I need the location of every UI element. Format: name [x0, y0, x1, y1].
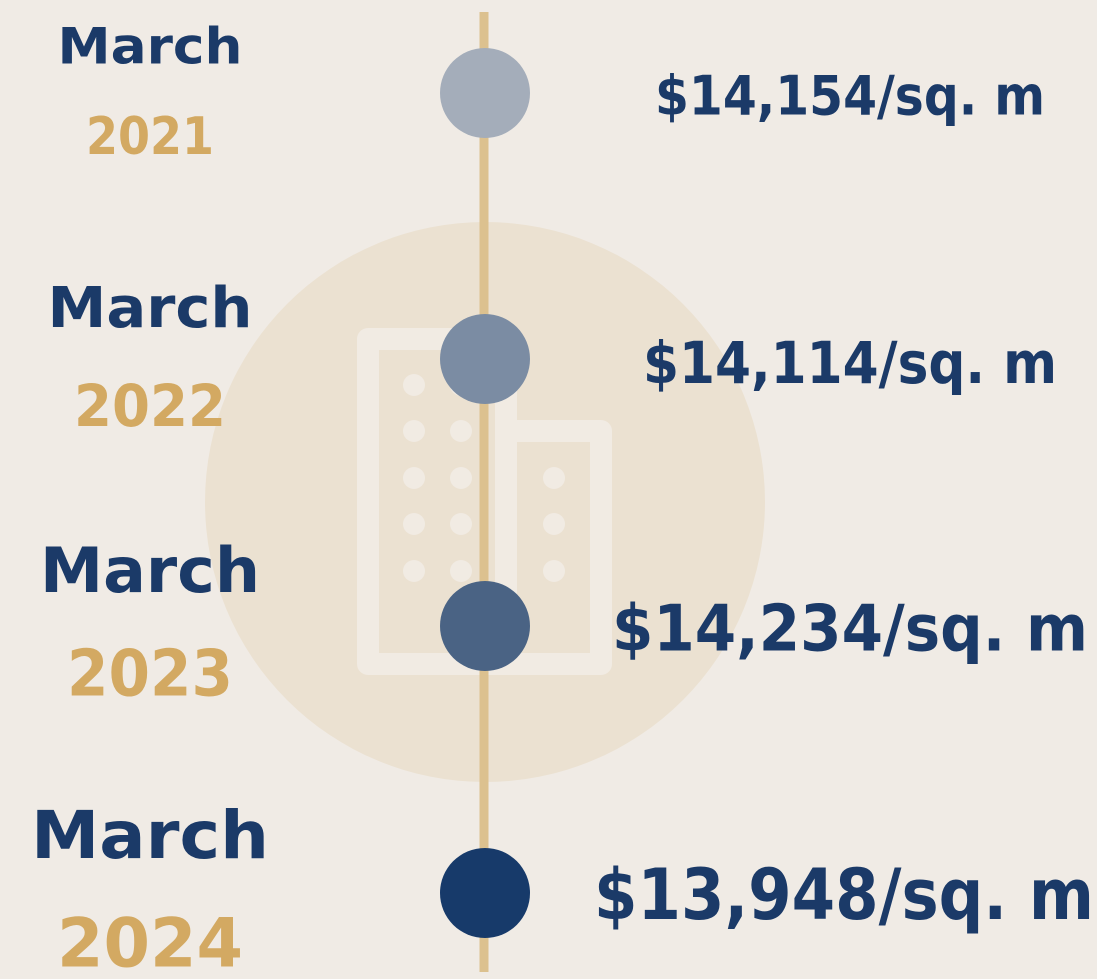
timeline-dot [440, 314, 530, 404]
timeline-dot [440, 48, 530, 138]
month: March [58, 18, 243, 76]
price: $14,154/sq. m [655, 65, 1045, 128]
building-windows [403, 374, 565, 582]
month: March [40, 534, 260, 607]
price: $13,948/sq. m [594, 854, 1094, 936]
year: 2024 [57, 905, 243, 979]
month: March [31, 797, 269, 874]
timeline-dot [440, 581, 530, 671]
month: March [48, 276, 253, 341]
year: 2021 [86, 107, 214, 167]
year: 2022 [74, 372, 226, 440]
timeline-dot [440, 848, 530, 938]
price: $14,114/sq. m [643, 329, 1057, 397]
building-icon [357, 328, 612, 675]
price: $14,234/sq. m [612, 593, 1088, 667]
year: 2023 [67, 638, 233, 712]
